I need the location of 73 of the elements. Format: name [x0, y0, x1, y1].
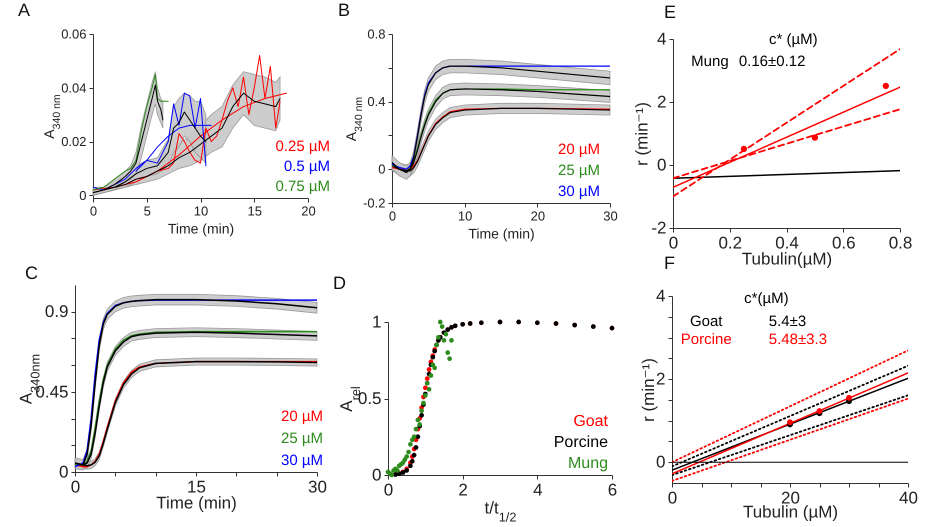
- x-axis-title: Time (min): [156, 494, 237, 512]
- x-axis-title: Time (min): [468, 226, 535, 242]
- x-tick-label: 2: [458, 480, 468, 500]
- y-tick-label: 0.4: [367, 94, 386, 110]
- chart-title: F: [664, 253, 675, 273]
- x-tick-label: 30: [308, 478, 327, 496]
- x-tick-label: 0.6: [832, 234, 856, 252]
- text: Mung: [568, 455, 608, 472]
- y-tick-label: 0: [378, 162, 386, 177]
- y-tick-label: 0.04: [61, 80, 86, 96]
- y-tick-label: 0: [656, 452, 666, 472]
- annotation: 5.48±3.3: [768, 331, 828, 348]
- y-tick-label: 0.8: [367, 26, 386, 42]
- y-tick-label: 4: [657, 30, 666, 48]
- chart-title: E: [664, 2, 676, 22]
- x-tick-label: 0.8: [888, 234, 912, 252]
- y-tick-label: 4: [656, 286, 666, 306]
- text: 30 µM: [558, 183, 600, 200]
- annotation: 0.16±0.12: [738, 53, 806, 70]
- y-tick-label: 0.9: [44, 302, 68, 322]
- annotation: c* (µM): [768, 31, 818, 48]
- y-tick-label: 2: [657, 92, 666, 112]
- x-tick-label: 30: [603, 208, 618, 224]
- y-tick-label: 1: [372, 312, 382, 332]
- x-tick-label: 0: [90, 204, 98, 218]
- x-tick-label: 0.2: [718, 234, 742, 252]
- y-tick-label: 0.06: [61, 26, 86, 42]
- x-tick-label: 20: [301, 204, 316, 218]
- chart-title: C: [25, 263, 38, 283]
- annotation: c*(µM): [744, 290, 789, 307]
- x-tick-label: 4: [533, 480, 543, 500]
- text: Porcine: [680, 331, 732, 348]
- annotation: 5.4±3: [768, 313, 806, 330]
- x-tick-label: 6: [608, 480, 618, 500]
- text: 30 µM: [281, 452, 323, 469]
- chart-title: A: [18, 0, 30, 20]
- annotation: Mung: [691, 53, 729, 70]
- text: Goat: [573, 413, 609, 430]
- y-tick-label: 0.02: [61, 134, 86, 150]
- x-axis-title: Tubulin (µM): [742, 502, 838, 522]
- x-axis-title: t/t$_{1/2}$: [484, 498, 516, 524]
- x-tick-label: 40: [899, 488, 918, 508]
- text: Goat: [690, 313, 724, 330]
- text: 20 µM: [558, 141, 600, 158]
- x-tick-label: 0: [668, 234, 678, 252]
- x-axis-title: Time (min): [168, 220, 234, 236]
- text: 25 µM: [558, 162, 600, 179]
- x-tick-label: 15: [187, 478, 206, 496]
- y-tick-label: 0: [59, 462, 68, 482]
- y-tick-label: -2: [651, 218, 666, 238]
- text: 25 µM: [281, 430, 323, 447]
- text: 20 µM: [281, 408, 323, 425]
- x-tick-label: 0: [388, 208, 396, 224]
- x-tick-label: 0.4: [775, 234, 799, 252]
- y-tick-label: -0.2: [363, 196, 386, 210]
- y-tick-label: 0: [657, 156, 666, 174]
- x-tick-label: 10: [458, 208, 472, 224]
- x-axis-title: Tubulin(µM): [742, 250, 832, 268]
- text: Porcine: [554, 434, 608, 451]
- x-tick-label: 10: [194, 204, 208, 218]
- y-tick-label: 0: [79, 188, 86, 203]
- x-tick-label: 15: [248, 204, 262, 218]
- text: 0.75 µM: [276, 178, 330, 195]
- y-axis-title: r (min⁻¹): [639, 358, 658, 422]
- x-tick-label: 20: [530, 208, 546, 224]
- text: 0.5 µM: [284, 158, 330, 175]
- chart-title: B: [338, 0, 350, 20]
- y-axis-title: r (min⁻¹): [632, 102, 652, 166]
- series-label: 0.25 µM: [276, 138, 330, 155]
- y-tick-label: 0: [372, 466, 382, 484]
- chart-title: D: [333, 273, 346, 293]
- y-tick-label: 2: [656, 370, 666, 389]
- x-tick-label: 5: [144, 204, 151, 218]
